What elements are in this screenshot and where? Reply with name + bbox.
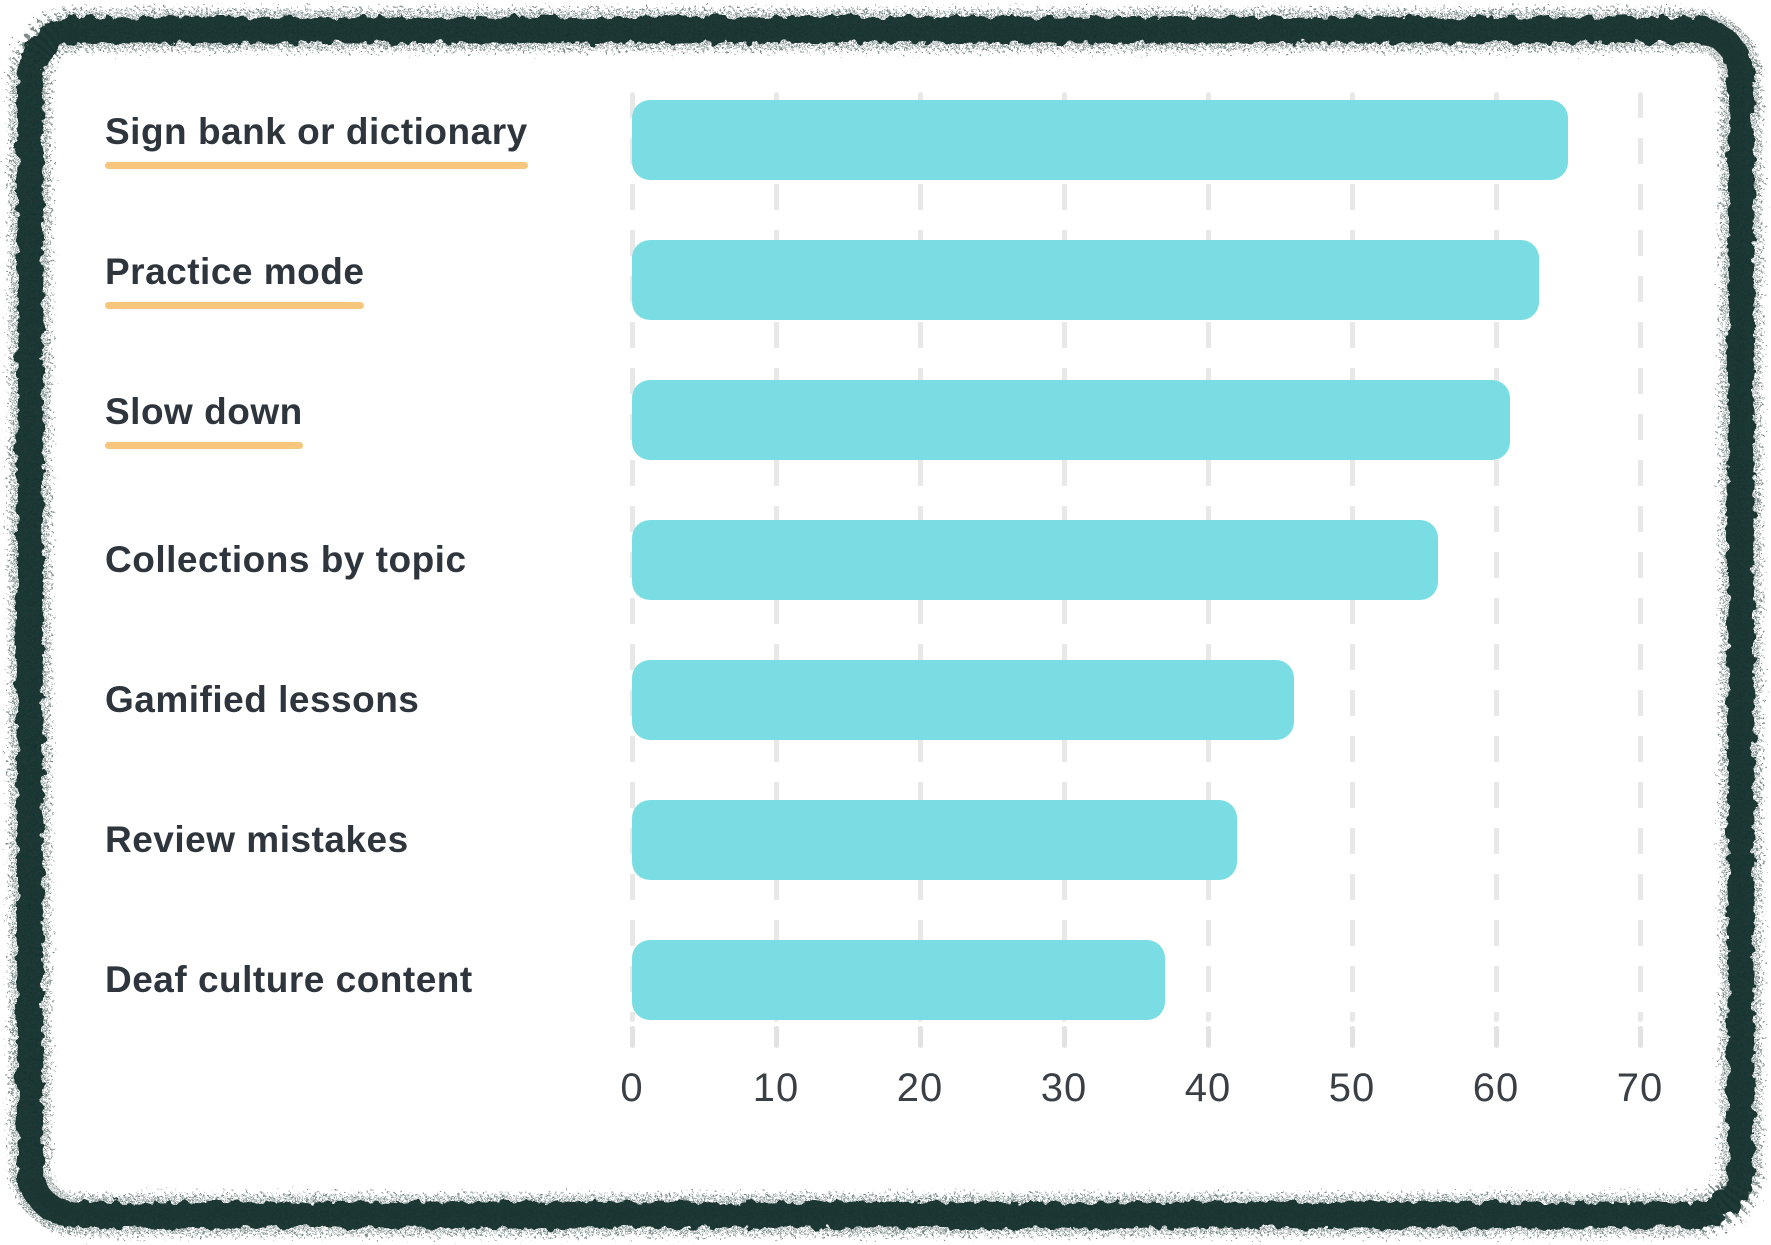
category-label-row: Collections by topic (105, 520, 467, 600)
category-label: Gamified lessons (105, 678, 420, 720)
category-label-row: Gamified lessons (105, 660, 419, 740)
x-tick-mark (1349, 1026, 1355, 1048)
bar (632, 520, 1439, 600)
bar (632, 660, 1295, 740)
category-label: Collections by topic (105, 538, 467, 580)
category-label: Review mistakes (105, 818, 409, 860)
x-tick-label: 70 (1616, 1066, 1664, 1110)
x-tick-mark (917, 1026, 923, 1048)
category-label-row: Deaf culture content (105, 940, 473, 1020)
x-tick-mark (773, 1026, 779, 1048)
category-label: Practice mode (105, 251, 364, 310)
category-label: Deaf culture content (105, 958, 473, 1000)
x-tick-label: 30 (1040, 1066, 1088, 1110)
x-tick-label: 60 (1472, 1066, 1520, 1110)
category-label-row: Practice mode (105, 240, 364, 320)
bar (632, 100, 1568, 180)
x-tick-label: 0 (620, 1066, 644, 1110)
gridline (1637, 92, 1643, 1022)
category-label: Sign bank or dictionary (105, 111, 528, 170)
category-label-row: Sign bank or dictionary (105, 100, 528, 180)
x-tick-label: 20 (896, 1066, 944, 1110)
bar (632, 240, 1540, 320)
x-tick-label: 50 (1328, 1066, 1376, 1110)
x-tick-label: 40 (1184, 1066, 1232, 1110)
category-label: Slow down (105, 391, 303, 450)
x-tick-mark (1061, 1026, 1067, 1048)
bar (632, 940, 1165, 1020)
x-tick-mark (629, 1026, 635, 1048)
x-tick-mark (1493, 1026, 1499, 1048)
x-tick-label: 10 (752, 1066, 800, 1110)
category-label-row: Slow down (105, 380, 303, 460)
category-label-row: Review mistakes (105, 800, 409, 880)
bar (632, 800, 1237, 880)
x-tick-mark (1205, 1026, 1211, 1048)
x-tick-mark (1637, 1026, 1643, 1048)
bar (632, 380, 1511, 460)
gridline (1493, 92, 1499, 1022)
